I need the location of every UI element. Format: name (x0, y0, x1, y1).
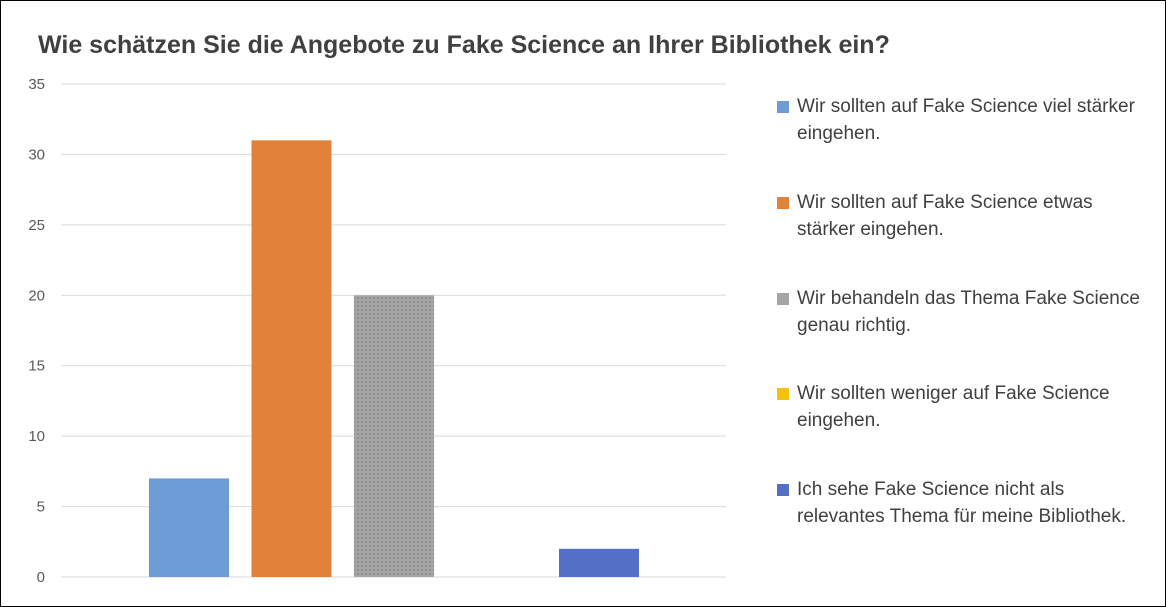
chart-title: Wie schätzen Sie die Angebote zu Fake Sc… (38, 31, 890, 59)
legend-swatch-3 (777, 293, 789, 305)
y-tick-label-10: 10 (28, 428, 45, 445)
bar-5 (559, 548, 639, 577)
legend-item-1: Wir sollten auf Fake Science viel stärke… (777, 93, 1147, 147)
y-tick-label-15: 15 (28, 358, 45, 375)
y-tick-label-25: 25 (28, 217, 45, 234)
legend-label-2: Wir sollten auf Fake Science etwas stärk… (797, 192, 1093, 240)
legend-item-3: Wir behandeln das Thema Fake Science gen… (777, 285, 1147, 339)
legend-item-4: Wir sollten weniger auf Fake Science ein… (777, 380, 1147, 434)
y-axis-ticks: 0 5 10 15 20 25 30 35 (28, 76, 45, 586)
legend-label-4: Wir sollten weniger auf Fake Science ein… (797, 383, 1110, 431)
legend-swatch-1 (777, 101, 789, 113)
y-tick-label-30: 30 (28, 146, 45, 163)
legend-swatch-4 (777, 388, 789, 400)
bar-3 (354, 295, 434, 577)
y-tick-label-20: 20 (28, 287, 45, 304)
legend-label-1: Wir sollten auf Fake Science viel stärke… (797, 96, 1135, 144)
bar-1 (149, 478, 229, 577)
bar-2 (251, 140, 332, 578)
legend-label-3: Wir behandeln das Thema Fake Science gen… (797, 288, 1140, 336)
y-tick-label-35: 35 (28, 76, 45, 93)
y-tick-label-0: 0 (37, 569, 45, 586)
bars (149, 140, 639, 578)
legend-label-5: Ich sehe Fake Science nicht als relevant… (797, 479, 1127, 527)
legend-swatch-5 (777, 484, 789, 496)
legend-item-2: Wir sollten auf Fake Science etwas stärk… (777, 189, 1147, 243)
bar-chart: 0 5 10 15 20 25 30 35 (28, 76, 726, 586)
y-tick-label-5: 5 (37, 499, 45, 516)
legend-item-5: Ich sehe Fake Science nicht als relevant… (777, 476, 1147, 530)
legend-swatch-2 (777, 197, 789, 209)
